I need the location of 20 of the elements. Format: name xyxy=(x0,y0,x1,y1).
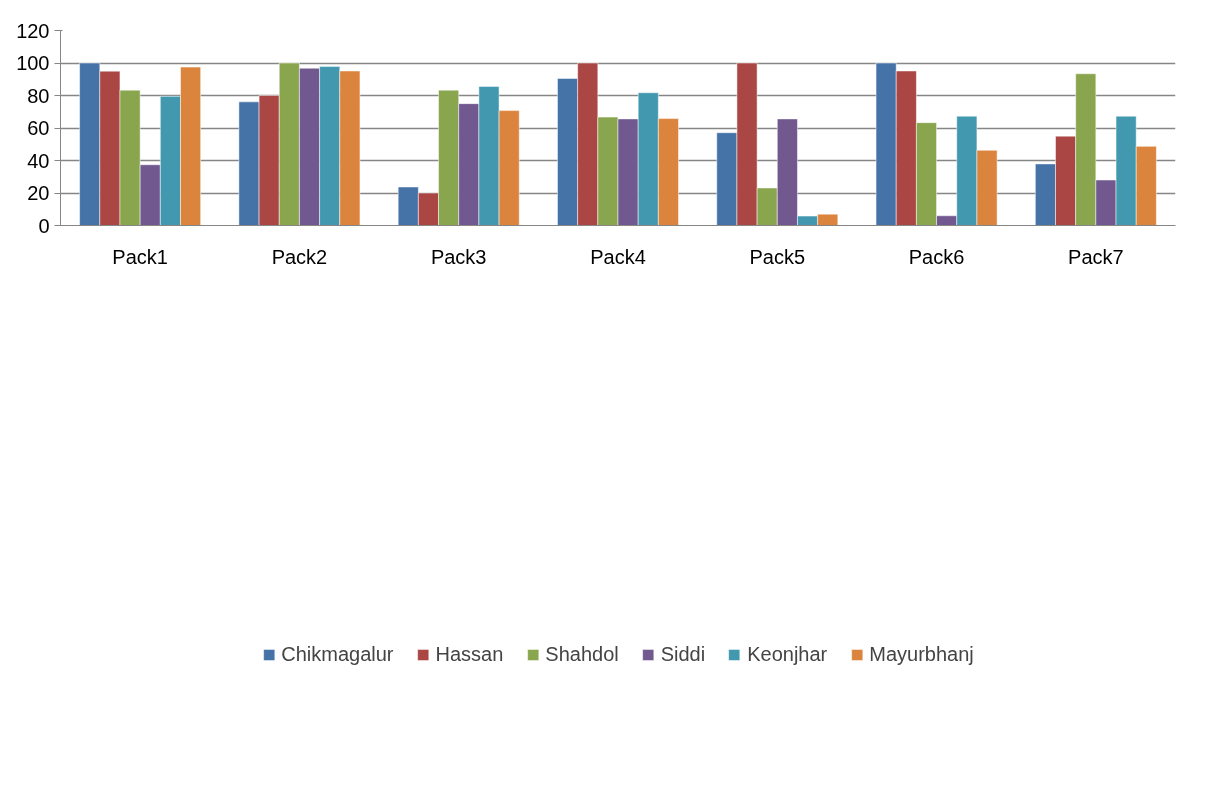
x-tick-label: Pack3 xyxy=(430,245,487,268)
legend-label: Keonjhar xyxy=(747,642,828,666)
x-tick-label: Pack4 xyxy=(590,245,646,268)
x-tick-label: Pack5 xyxy=(749,245,806,268)
x-tick-label: Pack1 xyxy=(112,245,168,268)
y-tick-label: 0 xyxy=(38,214,50,237)
y-tick-label: 120 xyxy=(16,19,50,42)
x-tick-label: Pack6 xyxy=(908,245,965,268)
x-tick-label: Pack7 xyxy=(1068,245,1124,268)
legend-label: Chikmagalur xyxy=(281,642,394,666)
y-tick-label: 80 xyxy=(27,84,50,107)
y-tick-label: 100 xyxy=(16,52,50,74)
legend-label: Hassan xyxy=(435,642,504,666)
y-tick-label: 20 xyxy=(27,182,50,204)
y-tick-label: 60 xyxy=(27,117,50,139)
x-tick-label: Pack2 xyxy=(271,245,328,268)
y-tick-label: 40 xyxy=(27,149,50,172)
legend-label: Siddi xyxy=(660,642,706,666)
legend-label: Shahdol xyxy=(545,642,619,666)
legend-label: Mayurbhanj xyxy=(869,642,974,666)
